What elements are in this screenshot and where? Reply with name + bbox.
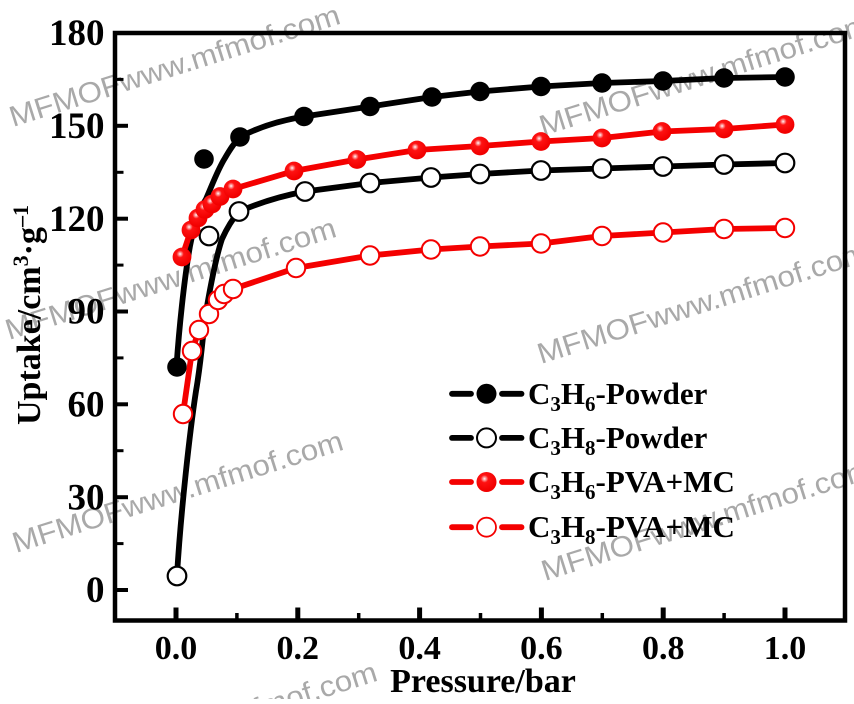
svg-text:60: 60	[68, 384, 105, 425]
svg-text:90: 90	[68, 292, 105, 333]
svg-text:C3H8-PVA+MC: C3H8-PVA+MC	[528, 509, 735, 549]
svg-text:0.6: 0.6	[520, 630, 563, 667]
svg-text:150: 150	[49, 106, 105, 147]
svg-text:180: 180	[49, 13, 105, 54]
svg-text:0.2: 0.2	[277, 630, 320, 667]
svg-text:Pressure/bar: Pressure/bar	[390, 663, 576, 699]
svg-text:C3H6-Powder: C3H6-Powder	[528, 376, 708, 416]
svg-text:0: 0	[86, 570, 105, 611]
svg-text:0.0: 0.0	[155, 630, 198, 667]
svg-text:120: 120	[49, 199, 105, 240]
svg-text:0.8: 0.8	[642, 630, 685, 667]
svg-text:Uptake/cm3·g–1: Uptake/cm3·g–1	[8, 205, 48, 425]
svg-text:30: 30	[68, 477, 105, 518]
svg-text:C3H6-PVA+MC: C3H6-PVA+MC	[528, 464, 735, 504]
svg-text:0.4: 0.4	[398, 630, 441, 667]
svg-text:C3H8-Powder: C3H8-Powder	[528, 420, 708, 460]
svg-text:1.0: 1.0	[764, 630, 807, 667]
